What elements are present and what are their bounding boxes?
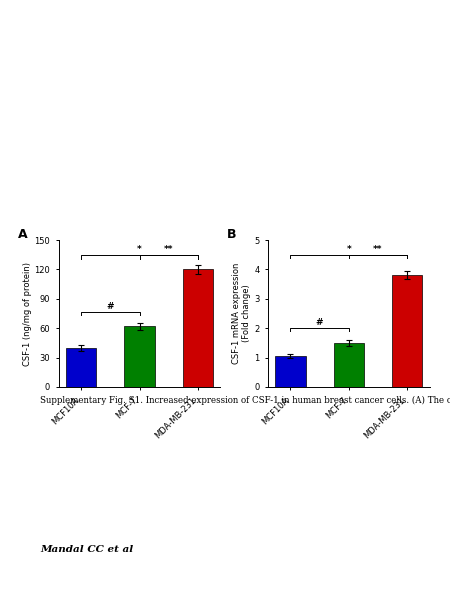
Bar [183, 269, 213, 387]
Bar [275, 356, 306, 387]
Y-axis label: CSF-1 mRNA expression
(Fold change): CSF-1 mRNA expression (Fold change) [232, 263, 251, 364]
Text: **: ** [164, 245, 173, 254]
Text: Mandal CC et al: Mandal CC et al [40, 545, 134, 553]
Y-axis label: CSF-1 (ng/mg of protein): CSF-1 (ng/mg of protein) [22, 262, 32, 365]
Text: *: * [137, 245, 142, 254]
Bar [66, 348, 96, 387]
Text: #: # [107, 302, 114, 311]
Text: *: * [346, 245, 351, 254]
Text: #: # [316, 318, 323, 327]
Bar [392, 275, 423, 387]
Text: **: ** [373, 245, 382, 254]
Text: Supplementary Fig. S1. Increased expression of CSF-1 in human breast cancer cell: Supplementary Fig. S1. Increased express… [40, 396, 450, 405]
Text: B: B [227, 228, 237, 241]
Bar [333, 343, 364, 387]
Text: A: A [18, 228, 27, 241]
Bar [124, 326, 155, 387]
